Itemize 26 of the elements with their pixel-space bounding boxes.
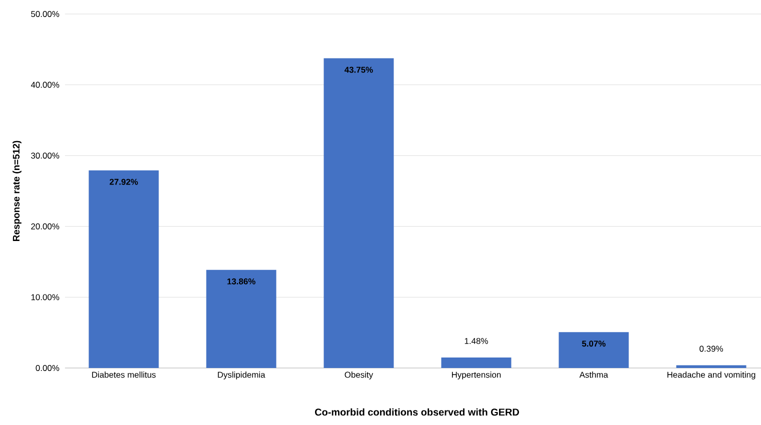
x-tick-label: Headache and vomiting bbox=[667, 372, 756, 380]
data-label: 5.07% bbox=[582, 340, 606, 347]
y-axis-title: Response rate (n=512) bbox=[12, 140, 22, 241]
bar bbox=[324, 58, 394, 368]
data-label: 1.48% bbox=[464, 338, 488, 344]
y-tick-label: 0.00% bbox=[36, 365, 60, 371]
x-axis-title: Co-morbid conditions observed with GERD bbox=[315, 408, 519, 416]
bar bbox=[676, 365, 746, 368]
y-tick-label: 50.00% bbox=[31, 11, 60, 17]
bar bbox=[558, 332, 629, 368]
bar bbox=[441, 358, 512, 368]
data-label: 43.75% bbox=[344, 66, 373, 73]
x-tick-label: Asthma bbox=[579, 372, 608, 378]
x-tick-label: Diabetes mellitus bbox=[92, 372, 156, 378]
data-label: 0.39% bbox=[700, 346, 723, 352]
y-tick-label: 10.00% bbox=[31, 294, 60, 300]
bar bbox=[88, 170, 159, 368]
y-tick-label: 40.00% bbox=[30, 82, 60, 88]
data-label: 27.92% bbox=[110, 178, 138, 185]
bar bbox=[206, 270, 276, 368]
y-tick-label: 20.00% bbox=[31, 223, 60, 230]
x-tick-label: Hypertension bbox=[452, 372, 501, 380]
data-label: 13.86% bbox=[227, 278, 256, 284]
x-tick-label: Dyslipidemia bbox=[218, 372, 266, 380]
x-tick-label: Obesity bbox=[344, 372, 374, 380]
y-tick-label: 30.00% bbox=[31, 152, 60, 159]
